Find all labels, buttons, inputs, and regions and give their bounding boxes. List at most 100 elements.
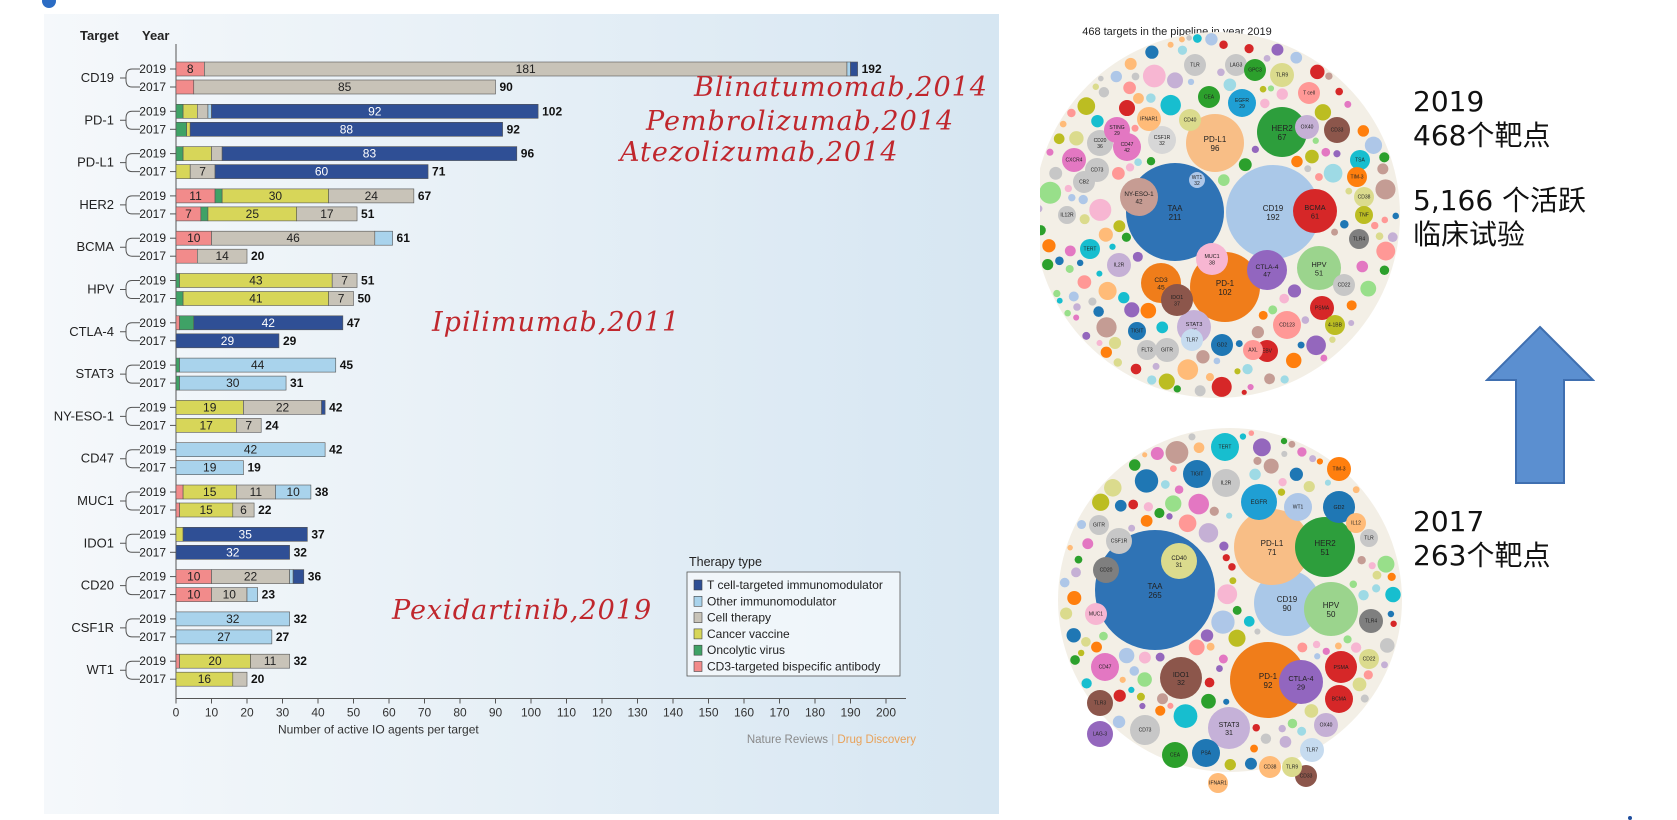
filler-bubble	[1304, 704, 1319, 718]
filler-bubble	[1350, 642, 1362, 653]
segment-value: 42	[262, 316, 276, 330]
filler-bubble	[1132, 251, 1143, 262]
bubble-label: WT1	[1192, 175, 1203, 181]
x-tick-label: 20	[240, 706, 254, 720]
bubble-LAG-3	[1087, 721, 1113, 747]
target-group-IDO1: IDO1 2019 35 37 2017 32 32	[84, 526, 325, 560]
filler-bubble	[1329, 336, 1336, 343]
bubble-TNF	[1355, 206, 1373, 224]
bubble-label: PD-L1	[1204, 135, 1227, 144]
bar-segment-oncolytic	[200, 206, 209, 222]
source-credit: Nature Reviews | Drug Discovery	[747, 734, 916, 746]
bubble-label: TLR9	[1286, 765, 1298, 771]
bubble-CEA	[1198, 86, 1220, 108]
filler-bubble	[1312, 640, 1321, 649]
bubble-value: 37	[1174, 301, 1180, 307]
target-group-NY-ESO-1: NY-ESO-1 2019 19 22 42 2017 17 7 24	[54, 400, 343, 433]
filler-bubble	[1222, 554, 1230, 562]
filler-bubble	[1098, 87, 1110, 98]
filler-bubble	[1118, 292, 1130, 304]
legend-swatch-tcell	[693, 579, 703, 591]
bar-segment-tcell	[175, 333, 280, 349]
bubble-label: IDO1	[1173, 672, 1189, 679]
bubble-EGFR	[1241, 484, 1277, 520]
filler-bubble	[1074, 555, 1083, 564]
bubble-label: EGFR	[1235, 98, 1249, 104]
filler-bubble	[1152, 362, 1160, 370]
bubble-value: 90	[1283, 604, 1292, 613]
filler-bubble	[1112, 715, 1126, 729]
bubble-IL12	[1346, 513, 1366, 533]
bar-segment-vaccine	[186, 122, 191, 137]
bubble-PD-1	[1230, 642, 1306, 718]
bubble-label: IFNAR1	[1140, 117, 1158, 123]
filler-bubble	[1334, 642, 1342, 650]
filler-bubble	[1244, 757, 1257, 770]
filler-bubble	[1078, 194, 1088, 205]
bubble-HER2	[1257, 107, 1307, 157]
filler-bubble	[1228, 563, 1236, 571]
filler-bubble	[1187, 78, 1195, 86]
bar-segment-tcell	[193, 315, 344, 331]
filler-bubble	[1113, 220, 1126, 233]
bubble-value: 29	[1239, 104, 1245, 110]
filler-bubble	[1118, 647, 1135, 664]
bubble-CD47	[1091, 653, 1119, 681]
segment-value: 7	[199, 165, 206, 179]
bubble-value: 32	[1194, 181, 1200, 187]
bubble-IDO1	[1160, 657, 1202, 699]
filler-bubble	[1068, 193, 1076, 202]
bubble-label: T cell	[1303, 91, 1315, 97]
filler-bubble	[1042, 259, 1054, 271]
filler-bubble	[1291, 155, 1303, 168]
filler-bubble	[1196, 350, 1210, 364]
bubble-value: 31	[1225, 730, 1233, 737]
bubble-GITR	[1155, 338, 1179, 362]
bubble-PSA	[1192, 739, 1220, 767]
bubble-label: PD-1	[1259, 672, 1278, 681]
segment-value: 16	[198, 672, 212, 686]
year-label: 2019	[139, 274, 166, 288]
bubble-label: STAT3	[1219, 722, 1240, 729]
filler-bubble	[1167, 702, 1174, 709]
segment-value: 11	[264, 654, 277, 668]
filler-bubble	[1093, 306, 1104, 317]
filler-bubble	[1040, 181, 1062, 204]
bubble-label: GD2	[1334, 505, 1345, 511]
filler-bubble	[1067, 544, 1073, 551]
filler-bubble	[1082, 538, 1094, 550]
bar-segment-other	[175, 460, 244, 476]
filler-bubble	[1128, 459, 1141, 471]
filler-bubble	[1286, 352, 1302, 369]
filler-bubble	[1253, 456, 1262, 465]
bubble-CD40	[1179, 109, 1201, 131]
filler-bubble	[1192, 34, 1202, 43]
bar-segment-cell	[211, 146, 223, 161]
target-label: CD20	[81, 578, 114, 593]
annotation-ipilimumab: Ipilimumab,2011	[432, 307, 681, 338]
filler-bubble	[1242, 363, 1253, 375]
filler-bubble	[1201, 693, 1216, 709]
filler-bubble	[1325, 72, 1333, 80]
filler-bubble	[1377, 555, 1395, 573]
filler-bubble	[1323, 163, 1343, 183]
filler-bubble	[1067, 108, 1076, 118]
filler-bubble	[1301, 316, 1310, 324]
x-tick-label: 80	[453, 706, 467, 720]
filler-bubble	[1249, 468, 1261, 481]
filler-bubble	[1174, 485, 1184, 494]
filler-bubble	[1158, 373, 1175, 390]
filler-bubble	[1138, 651, 1151, 664]
filler-bubble	[1169, 465, 1177, 472]
filler-bubble	[1377, 163, 1389, 175]
target-group-CD47: CD47 2019 42 42 2017 19 19	[81, 442, 343, 476]
filler-bubble	[1130, 363, 1142, 375]
segment-value: 30	[269, 189, 283, 203]
year-label: 2017	[139, 165, 166, 179]
filler-bubble	[1059, 120, 1067, 128]
filler-bubble	[1146, 93, 1156, 103]
bar-total: 71	[432, 165, 446, 179]
year-label: 2019	[139, 62, 166, 76]
bar-total: 192	[862, 62, 882, 76]
